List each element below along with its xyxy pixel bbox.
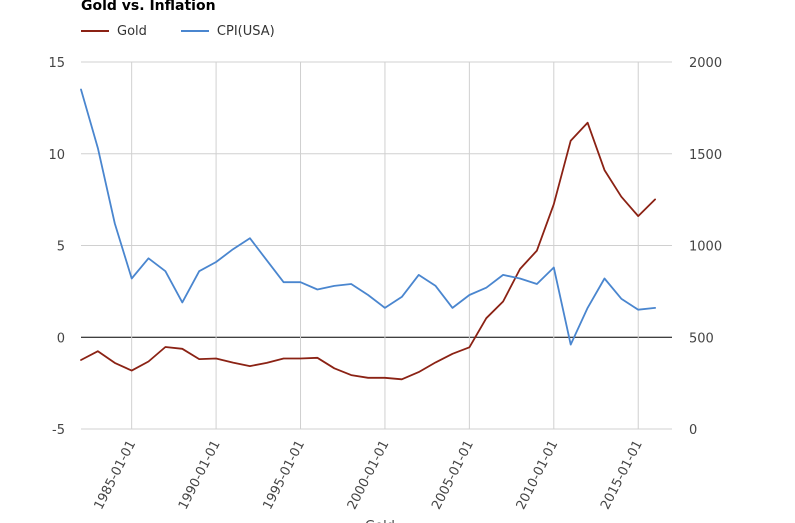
legend-swatch-gold [81,30,109,32]
y-right-tick-label: 2000 [689,56,722,71]
x-tick-label: 1985-01-01 [92,438,140,512]
legend: Gold CPI(USA) [81,22,309,40]
x-axis-label: Gold [365,519,395,523]
x-tick-label: 2010-01-01 [514,438,562,512]
y-left-tick-label: 10 [48,148,65,163]
y-left-tick-label: 5 [57,240,65,255]
legend-label-cpi: CPI(USA) [216,23,275,39]
legend-item-gold[interactable]: Gold [81,24,147,39]
legend-item-cpi[interactable]: CPI(USA) [180,23,275,39]
y-left-tick-label: -5 [52,423,65,438]
chart-title: Gold vs. Inflation [81,0,216,14]
y-right-tick-label: 500 [689,331,714,346]
x-tick-label: 1995-01-01 [260,438,308,512]
y-right-tick-label: 1000 [689,240,722,255]
series-line-cpi [80,88,656,346]
legend-label-gold: Gold [117,23,147,39]
series-line-gold [80,121,656,381]
y-right-tick-label: 0 [689,423,697,438]
y-left-tick-label: 15 [48,56,65,71]
x-tick-label: 2015-01-01 [598,438,646,512]
y-right-tick-label: 1500 [689,148,722,163]
x-tick-label: 1990-01-01 [176,438,224,512]
y-left-tick-label: 0 [57,331,65,346]
x-tick-label: 2000-01-01 [345,438,393,512]
legend-swatch-cpi [180,30,209,32]
x-tick-label: 2005-01-01 [429,438,477,512]
